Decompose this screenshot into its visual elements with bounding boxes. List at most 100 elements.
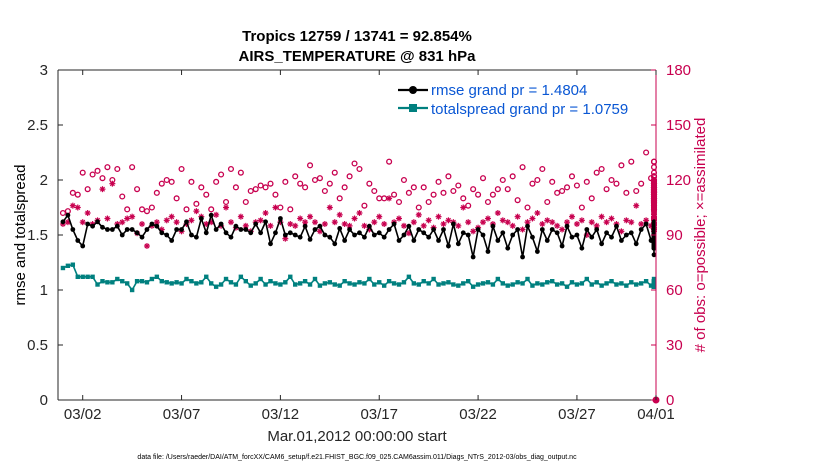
possible-obs-point — [297, 180, 304, 187]
assimilated-obs-point — [618, 228, 625, 235]
assimilated-obs-point — [188, 217, 195, 224]
assimilated-obs-point — [568, 213, 575, 220]
rmse-point — [460, 230, 466, 236]
rmse-point — [109, 227, 115, 232]
rmse-point — [218, 221, 224, 227]
possible-obs-point — [499, 176, 506, 184]
rmse-point — [520, 254, 525, 260]
totalspread-point — [446, 280, 451, 285]
assimilated-obs-stroke — [144, 243, 150, 249]
possible-obs-point — [232, 184, 239, 191]
assimilated-obs-stroke — [238, 214, 244, 220]
possible-obs-point — [578, 204, 585, 211]
rmse-point — [159, 230, 165, 236]
rmse-point — [105, 227, 110, 232]
y-tick-label: 1.5 — [27, 227, 48, 244]
possible-obs-point — [400, 176, 408, 184]
assimilated-obs-point — [608, 215, 615, 222]
assimilated-obs-stroke — [70, 203, 76, 209]
rmse-point — [317, 223, 323, 229]
totalspread-point — [332, 282, 337, 287]
possible-obs-point — [158, 180, 165, 187]
totalspread-point — [584, 276, 590, 282]
assimilated-obs-stroke — [440, 221, 447, 227]
totalspread-point — [470, 284, 476, 289]
possible-obs-point — [188, 178, 195, 185]
rmse-point — [539, 227, 545, 232]
totalspread-point — [510, 282, 515, 287]
totalspread-point — [638, 281, 644, 286]
totalspread-point — [223, 276, 229, 282]
rmse-point — [362, 234, 367, 240]
assimilated-obs-stroke — [267, 223, 274, 229]
possible-obs-point — [559, 187, 566, 195]
rmse-point — [327, 234, 333, 240]
assimilated-obs-point — [297, 215, 304, 222]
assimilated-obs-stroke — [500, 217, 506, 223]
assimilated-obs-point — [598, 213, 605, 220]
rmse-point — [594, 227, 600, 232]
rmse-point — [465, 232, 471, 238]
totalspread-point — [609, 279, 614, 284]
assimilated-obs-point — [396, 215, 403, 222]
totalspread-point — [386, 279, 392, 284]
totalspread-point — [134, 279, 140, 284]
assimilated-obs-point — [326, 204, 333, 211]
assimilated-obs-point — [237, 213, 244, 220]
possible-obs-point — [203, 191, 210, 198]
assimilated-obs-point — [415, 211, 422, 218]
assimilated-obs-stroke — [371, 219, 377, 225]
legend-spread-marker — [409, 104, 417, 112]
assimilated-obs-point — [455, 222, 462, 229]
assimilated-obs-stroke — [485, 215, 491, 222]
rmse-point — [426, 234, 432, 240]
totalspread-point — [406, 274, 412, 279]
possible-obs-point — [618, 162, 625, 169]
assimilated-obs-stroke — [564, 219, 570, 225]
possible-obs-point — [124, 206, 131, 213]
assimilated-obs-stroke — [623, 217, 629, 223]
totalspread-point — [594, 280, 599, 285]
assimilated-obs-point — [371, 219, 378, 226]
rmse-point — [129, 227, 135, 232]
rmse-point — [651, 238, 657, 243]
totalspread-point — [574, 282, 580, 287]
x-tick-label: 03/02 — [64, 406, 102, 423]
rmse-point — [95, 219, 100, 225]
possible-obs-point — [351, 160, 358, 167]
rmse-point — [396, 238, 402, 243]
possible-obs-point — [272, 191, 279, 198]
possible-obs-point — [623, 189, 630, 196]
rmse-point — [337, 226, 343, 231]
totalspread-point — [431, 276, 436, 282]
possible-obs-point — [237, 169, 244, 176]
rmse-point — [357, 230, 362, 236]
rmse-point — [391, 221, 397, 227]
assimilated-obs-stroke — [124, 215, 130, 222]
rmse-point — [643, 221, 649, 227]
totalspread-point — [75, 274, 80, 279]
possible-obs-point — [465, 202, 472, 209]
assimilated-obs-stroke — [534, 210, 540, 216]
rmse-point — [406, 223, 412, 229]
possible-obs-point — [84, 186, 91, 193]
assimilated-obs-stroke — [109, 181, 115, 187]
assimilated-obs-stroke — [119, 219, 125, 225]
totalspread-point — [411, 281, 417, 286]
rmse-point — [248, 230, 254, 236]
rmse-point — [623, 232, 629, 238]
totalspread-point — [461, 281, 466, 286]
rmse-point — [446, 243, 451, 249]
rmse-point — [164, 232, 170, 238]
assimilated-obs-stroke — [544, 217, 550, 223]
rmse-point — [651, 252, 657, 258]
rmse-point — [604, 230, 609, 236]
assimilated-obs-point — [465, 219, 472, 226]
possible-obs-point — [549, 178, 556, 185]
assimilated-obs-stroke — [618, 228, 624, 234]
possible-obs-point — [524, 204, 531, 211]
rmse-point — [273, 230, 278, 236]
rmse-point — [60, 219, 66, 225]
totalspread-point — [110, 280, 115, 285]
